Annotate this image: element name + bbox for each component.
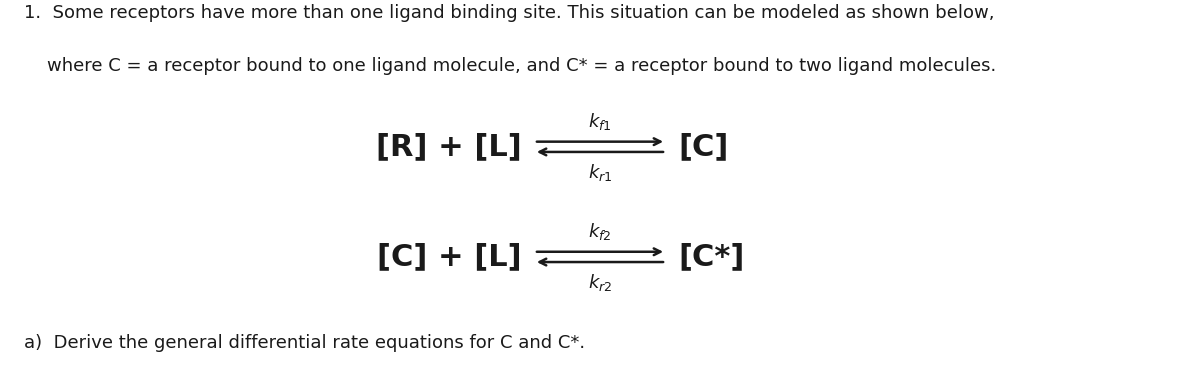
Text: a)  Derive the general differential rate equations for C and C*.: a) Derive the general differential rate … <box>24 334 586 352</box>
Text: $k_{r1}$: $k_{r1}$ <box>588 161 612 183</box>
Text: [C*]: [C*] <box>678 242 744 272</box>
Text: $k_{f1}$: $k_{f1}$ <box>588 111 612 132</box>
Text: [R] + [L]: [R] + [L] <box>377 132 522 161</box>
Text: $k_{r2}$: $k_{r2}$ <box>588 272 612 293</box>
Text: $k_{f2}$: $k_{f2}$ <box>588 221 612 242</box>
Text: [C]: [C] <box>678 132 728 161</box>
Text: 1.  Some receptors have more than one ligand binding site. This situation can be: 1. Some receptors have more than one lig… <box>24 4 995 22</box>
Text: [C] + [L]: [C] + [L] <box>377 242 522 272</box>
Text: where C = a receptor bound to one ligand molecule, and C* = a receptor bound to : where C = a receptor bound to one ligand… <box>24 57 996 75</box>
